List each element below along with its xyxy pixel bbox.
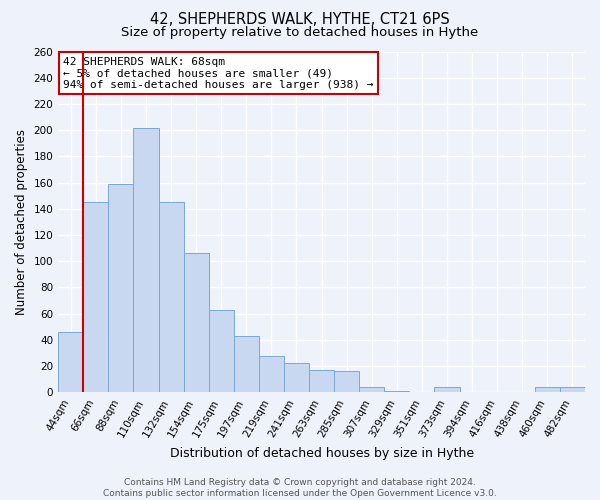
- Bar: [385, 391, 409, 392]
- Bar: [83, 202, 109, 392]
- Bar: [234, 336, 259, 392]
- Bar: [133, 128, 158, 392]
- Text: 42, SHEPHERDS WALK, HYTHE, CT21 6PS: 42, SHEPHERDS WALK, HYTHE, CT21 6PS: [150, 12, 450, 28]
- Bar: [434, 387, 460, 392]
- Bar: [334, 372, 359, 392]
- Y-axis label: Number of detached properties: Number of detached properties: [15, 129, 28, 315]
- Bar: [535, 387, 560, 392]
- Bar: [209, 310, 234, 392]
- Bar: [309, 370, 334, 392]
- Bar: [359, 387, 385, 392]
- Text: Size of property relative to detached houses in Hythe: Size of property relative to detached ho…: [121, 26, 479, 39]
- Bar: [259, 356, 284, 393]
- Bar: [109, 184, 133, 392]
- Bar: [158, 202, 184, 392]
- Text: 42 SHEPHERDS WALK: 68sqm
← 5% of detached houses are smaller (49)
94% of semi-de: 42 SHEPHERDS WALK: 68sqm ← 5% of detache…: [64, 56, 374, 90]
- Bar: [560, 387, 585, 392]
- Text: Contains HM Land Registry data © Crown copyright and database right 2024.
Contai: Contains HM Land Registry data © Crown c…: [103, 478, 497, 498]
- Bar: [184, 254, 209, 392]
- Bar: [58, 332, 83, 392]
- X-axis label: Distribution of detached houses by size in Hythe: Distribution of detached houses by size …: [170, 447, 473, 460]
- Bar: [284, 364, 309, 392]
